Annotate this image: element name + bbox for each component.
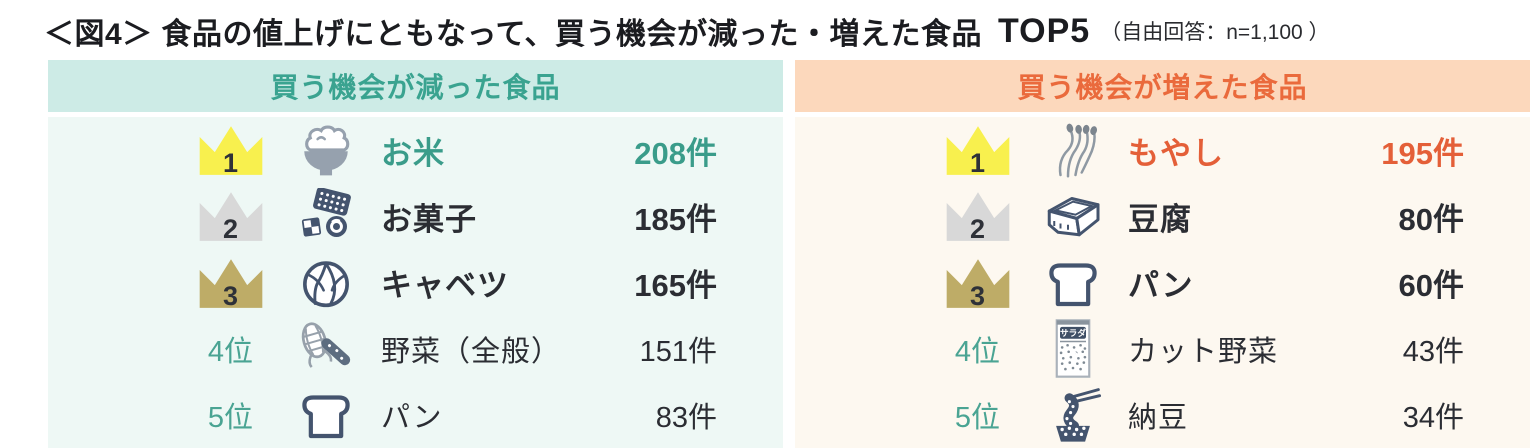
food-name: 豆腐 bbox=[1128, 201, 1192, 237]
tofu-icon bbox=[1034, 186, 1112, 246]
food-name: もやし bbox=[1128, 135, 1224, 171]
bread-icon bbox=[1034, 255, 1112, 311]
mention-count: 208件 bbox=[634, 135, 717, 171]
vegetables-icon bbox=[287, 319, 365, 379]
panel-body-decreased: 1 お米 208件 bbox=[48, 117, 783, 448]
panel-body-increased: 1 bbox=[795, 117, 1530, 448]
food-name: 納豆 bbox=[1128, 401, 1189, 434]
food-name: キャベツ bbox=[381, 268, 509, 303]
mention-count: 34件 bbox=[1402, 401, 1464, 434]
food-name: カット野菜 bbox=[1128, 335, 1279, 368]
ranking-row: 5位 bbox=[795, 382, 1530, 448]
bronze-crown-icon: 3 bbox=[195, 256, 267, 310]
panel-header-increased: 買う機会が増えた食品 bbox=[795, 60, 1530, 112]
rank-cell: 3 bbox=[188, 256, 273, 310]
mention-count: 83件 bbox=[655, 401, 717, 434]
figure-title-note: （自由回答：n=1,100 ） bbox=[1100, 21, 1330, 44]
gold-crown-icon: 1 bbox=[942, 123, 1014, 177]
rank-number: 2 bbox=[222, 214, 239, 245]
rank-cell: 3 bbox=[935, 256, 1020, 310]
rank-number: 2 bbox=[969, 214, 986, 245]
rank-cell: 5位 bbox=[188, 394, 273, 436]
silver-crown-icon: 2 bbox=[942, 189, 1014, 243]
ranking-row: 4位 サラダ bbox=[795, 316, 1530, 382]
ranking-row: 1 bbox=[795, 117, 1530, 183]
bean-sprouts-icon bbox=[1034, 120, 1112, 180]
panel-decreased-foods: 買う機会が減った食品 1 bbox=[48, 60, 783, 448]
rice-bowl-icon bbox=[287, 121, 365, 179]
rank-cell: 1 bbox=[935, 123, 1020, 177]
food-name: お菓子 bbox=[381, 201, 477, 237]
panel-header-decreased: 買う機会が減った食品 bbox=[48, 60, 783, 112]
ranking-row: 3 パン 60件 bbox=[795, 249, 1530, 315]
mention-count: 80件 bbox=[1398, 201, 1464, 237]
mention-count: 151件 bbox=[639, 335, 717, 368]
mention-count: 185件 bbox=[634, 201, 717, 237]
rank-label: 4位 bbox=[207, 335, 254, 368]
rank-cell: 4位 bbox=[188, 328, 273, 370]
food-name: パン bbox=[1128, 268, 1194, 303]
rank-number: 1 bbox=[969, 148, 986, 179]
rank-label: 5位 bbox=[954, 401, 1001, 434]
ranking-row: 2 bbox=[48, 183, 783, 249]
mention-count: 195件 bbox=[1381, 135, 1464, 171]
gold-crown-icon: 1 bbox=[195, 123, 267, 177]
food-name: お米 bbox=[381, 135, 445, 171]
ranking-panels: 買う機会が減った食品 1 bbox=[48, 60, 1530, 448]
rank-cell: 5位 bbox=[935, 394, 1020, 436]
figure-title-text: ＜図4＞ 食品の値上げにともなって、買う機会が減った・増えた食品 bbox=[44, 18, 983, 51]
bread-icon bbox=[287, 387, 365, 443]
rank-cell: 1 bbox=[188, 123, 273, 177]
natto-icon bbox=[1034, 386, 1112, 444]
food-name: パン bbox=[381, 401, 443, 434]
cabbage-icon bbox=[287, 254, 365, 312]
ranking-row: 4位 bbox=[48, 316, 783, 382]
rank-number: 3 bbox=[222, 280, 239, 311]
ranking-row: 5位 パン 83件 bbox=[48, 382, 783, 448]
rank-number: 3 bbox=[969, 280, 986, 311]
cut-vegetables-bag-icon: サラダ bbox=[1034, 317, 1112, 380]
rank-label: 5位 bbox=[207, 401, 254, 434]
rank-cell: 4位 bbox=[935, 328, 1020, 370]
rank-number: 1 bbox=[222, 148, 239, 179]
rank-label: 4位 bbox=[954, 335, 1001, 368]
mention-count: 165件 bbox=[634, 268, 717, 303]
bronze-crown-icon: 3 bbox=[942, 256, 1014, 310]
ranking-row: 3 キャベツ 165件 bbox=[48, 249, 783, 315]
snacks-icon bbox=[287, 188, 365, 244]
panel-increased-foods: 買う機会が増えた食品 1 bbox=[795, 60, 1530, 448]
rank-cell: 2 bbox=[935, 189, 1020, 243]
food-name: 野菜（全般） bbox=[381, 335, 562, 368]
figure-title: ＜図4＞ 食品の値上げにともなって、買う機会が減った・増えた食品 TOP5 （自… bbox=[44, 4, 1330, 58]
bag-label-text: サラダ bbox=[1060, 327, 1086, 338]
ranking-row: 2 豆腐 bbox=[795, 183, 1530, 249]
mention-count: 43件 bbox=[1402, 335, 1464, 368]
rank-cell: 2 bbox=[188, 189, 273, 243]
silver-crown-icon: 2 bbox=[195, 189, 267, 243]
mention-count: 60件 bbox=[1398, 268, 1464, 303]
ranking-row: 1 お米 208件 bbox=[48, 117, 783, 183]
figure-title-top5: TOP5 bbox=[998, 11, 1091, 50]
